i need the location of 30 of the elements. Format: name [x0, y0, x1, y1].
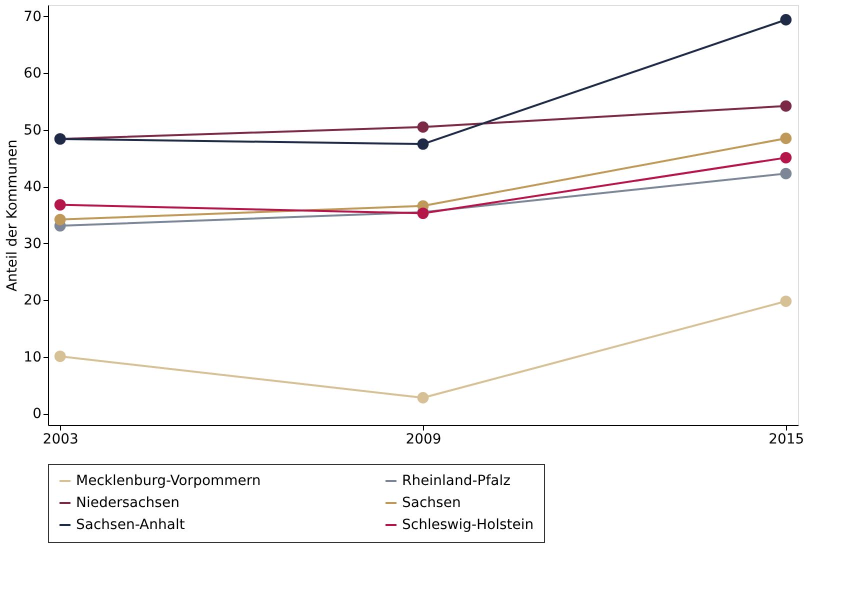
y-tick-label: 20 [24, 292, 42, 309]
point [54, 350, 66, 362]
point [417, 392, 429, 404]
x-tick-label: 2009 [406, 432, 442, 448]
point [417, 138, 429, 150]
x-tick-label: 2003 [42, 432, 78, 448]
y-axis-title: Anteil der Kommunen [4, 139, 21, 292]
legend-label: Sachsen [402, 495, 461, 511]
point [780, 132, 792, 144]
y-tick-label: 30 [24, 236, 42, 252]
legend-label: Sachsen-Anhalt [76, 517, 186, 533]
y-tick-label: 60 [24, 66, 42, 82]
point [780, 100, 792, 112]
legend-label: Rheinland-Pfalz [402, 473, 510, 489]
legend-label: Schleswig-Holstein [402, 517, 534, 533]
point [54, 214, 66, 226]
legend-label: Mecklenburg-Vorpommern [76, 473, 261, 489]
y-tick-label: 0 [32, 406, 42, 422]
point [780, 296, 792, 307]
y-tick-label: 50 [24, 122, 42, 138]
y-tick-label: 40 [24, 179, 42, 196]
point [417, 121, 429, 133]
y-tick-label: 70 [24, 8, 42, 25]
x-tick-label: 2015 [768, 432, 804, 448]
y-tick-label: 10 [24, 349, 42, 366]
point [780, 168, 792, 180]
point [780, 14, 792, 26]
point [54, 199, 66, 210]
point [780, 152, 792, 164]
legend-label: Niedersachsen [76, 495, 180, 511]
